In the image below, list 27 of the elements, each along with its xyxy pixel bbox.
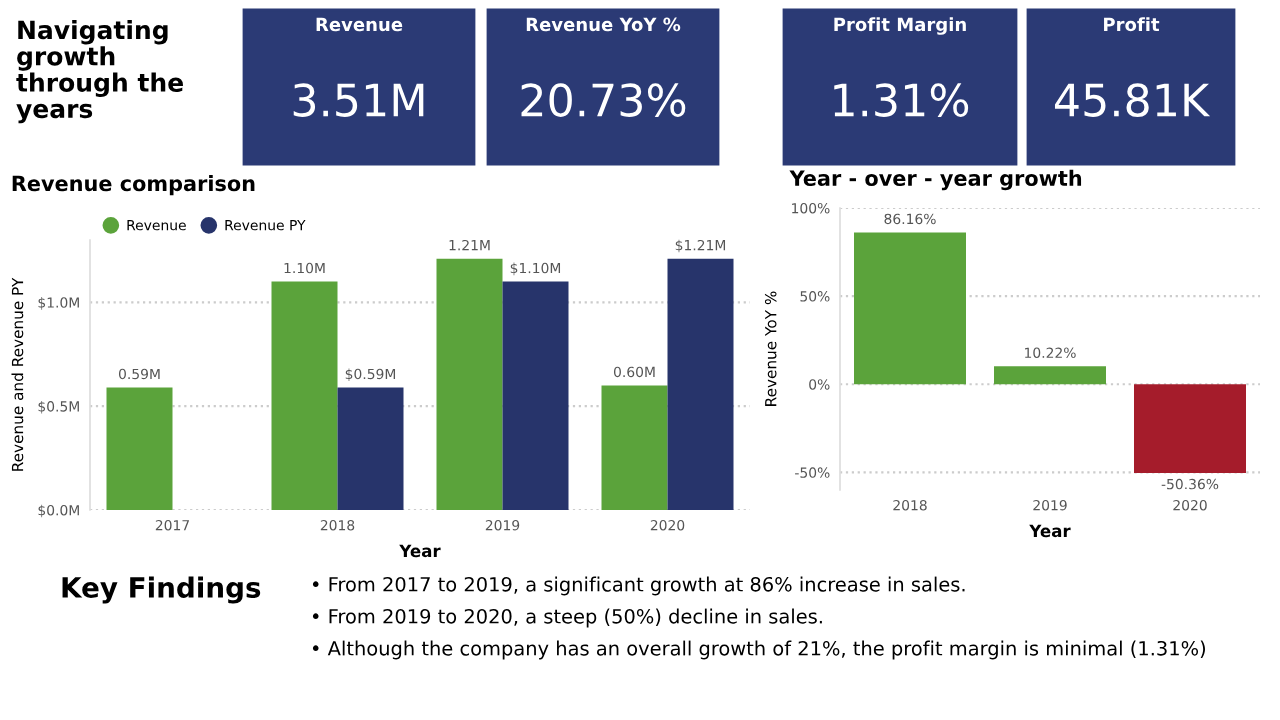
bar: [271, 281, 338, 510]
chart-title: Year - over - year growth: [789, 169, 1082, 191]
category-label: Profit: [1104, 17, 1160, 32]
bar: [601, 385, 668, 510]
bar: [337, 387, 404, 510]
category-label: Revenue YoY %: [526, 17, 681, 32]
bar: [436, 258, 503, 510]
bar: [106, 387, 173, 510]
bar: [994, 366, 1106, 385]
text: 20.73%: [521, 83, 686, 117]
text: 3.51M: [293, 83, 424, 117]
text: 45.81K: [1054, 83, 1211, 117]
category-label: Revenue: [316, 17, 403, 32]
bar: [502, 281, 569, 510]
chart-title: Revenue comparison: [12, 175, 255, 196]
text: 1.31%: [834, 83, 969, 117]
x-axis-title: Year: [399, 544, 441, 558]
text: Key Findings: [62, 576, 261, 604]
category-label: Profit Margin: [834, 17, 966, 35]
text: • From 2017 to 2019, a significant growth at 86% increase in sales.: [312, 576, 965, 596]
bar: [854, 232, 966, 385]
text: Navigating growth through the years: [16, 20, 183, 124]
bar: [1134, 384, 1246, 474]
text: • From 2019 to 2020, a steep (50%) decline in sales.: [312, 608, 822, 628]
x-axis-title: Year: [1029, 524, 1071, 538]
bar: [667, 258, 734, 510]
text: • Although the company has an overall growth of 21%, the profit margin is minimal (1.31%): [312, 640, 1206, 660]
